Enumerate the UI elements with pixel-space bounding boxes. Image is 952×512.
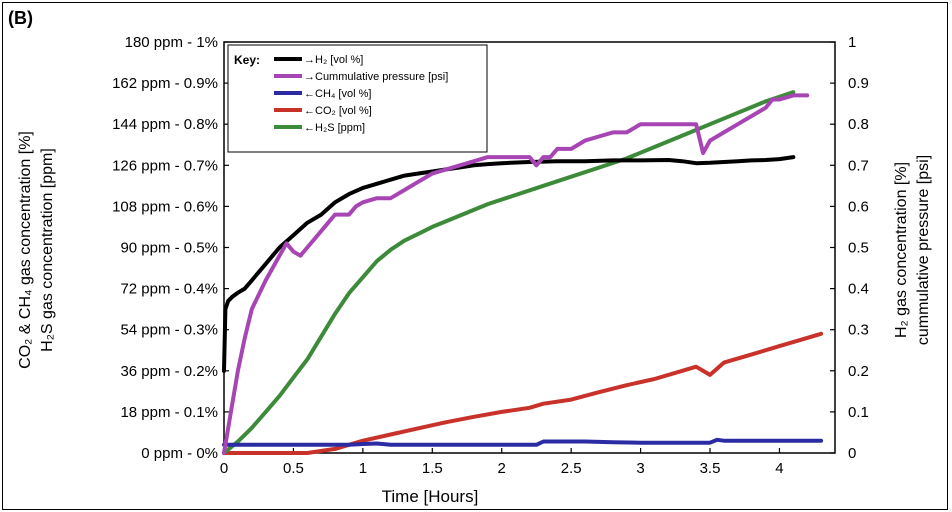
x-tick-label: 0	[220, 460, 228, 477]
left-y-tick-label: 18 ppm - 0.1%	[120, 404, 218, 421]
panel-label: (B)	[8, 8, 33, 28]
right-y-tick-label: 0.4	[848, 281, 869, 298]
legend-label: →Cummulative pressure [psi]	[304, 71, 448, 83]
right-y-axis-label-line2: cummulative pressure [psi]	[915, 155, 932, 345]
right-y-tick-label: 0.8	[848, 116, 869, 133]
legend-box	[227, 44, 488, 153]
series-layer	[222, 90, 824, 455]
left-y-tick-label: 162 ppm - 0.9%	[112, 75, 218, 92]
right-y-tick-label: 0.3	[848, 322, 869, 339]
right-y-tick-label: 1	[848, 34, 856, 51]
x-tick-label: 2.5	[561, 460, 582, 477]
right-y-tick-label: 0.9	[848, 75, 869, 92]
x-tick-label: 0.5	[283, 460, 304, 477]
series-line	[222, 90, 796, 455]
left-y-tick-label: 144 ppm - 0.8%	[112, 116, 218, 133]
left-y-tick-label: 0 ppm - 0%	[141, 445, 218, 462]
series-line	[222, 93, 810, 455]
legend: Key: →H₂ [vol %] →Cummulative pressure [p…	[227, 44, 488, 153]
left-y-tick-label: 36 ppm - 0.2%	[120, 363, 218, 380]
left-y-tick-label: 126 ppm - 0.7%	[112, 157, 218, 174]
legend-entries: →H₂ [vol %] →Cummulative pressure [psi] ←C…	[274, 54, 448, 134]
legend-label: ←H₂S [ppm]	[304, 122, 365, 134]
x-tick-label: 2	[498, 460, 506, 477]
right-y-tick-label: 0.5	[848, 240, 869, 257]
left-y-axis: 0 ppm - 0% 18 ppm - 0.1% 36 ppm - 0.2% 54 p…	[112, 34, 229, 462]
x-axis-label: Time [Hours]	[382, 487, 479, 506]
series-line	[222, 331, 824, 455]
legend-label: ←CO₂ [vol %]	[304, 105, 372, 117]
right-y-tick-label: 0.7	[848, 157, 869, 174]
left-y-tick-label: 72 ppm - 0.4%	[120, 281, 218, 298]
x-axis: 0 0.5 1 1.5 2 2.5 3 3.5 4	[220, 448, 784, 477]
x-tick-label: 1	[359, 460, 367, 477]
right-y-tick-label: 0	[848, 445, 856, 462]
right-y-tick-label: 0.1	[848, 404, 869, 421]
x-tick-label: 4	[775, 460, 783, 477]
legend-label: ←CH₄ [vol %]	[304, 88, 371, 100]
legend-title: Key:	[234, 53, 260, 67]
right-y-tick-label: 0.6	[848, 198, 869, 215]
x-tick-label: 3	[636, 460, 644, 477]
left-y-tick-label: 108 ppm - 0.6%	[112, 198, 218, 215]
left-y-tick-label: 90 ppm - 0.5%	[120, 240, 218, 257]
left-y-tick-label: 180 ppm - 1%	[125, 34, 218, 51]
series-line	[222, 155, 796, 373]
x-tick-label: 3.5	[700, 460, 721, 477]
legend-label: →H₂ [vol %]	[304, 54, 363, 66]
left-y-tick-label: 54 ppm - 0.3%	[120, 322, 218, 339]
left-y-axis-label-line1: CO₂ & CH₄ gas concentration [%]	[17, 131, 34, 369]
series-line	[222, 437, 824, 447]
x-tick-label: 1.5	[422, 460, 443, 477]
right-y-axis-label-line1: H₂ gas concentration [%]	[893, 162, 910, 338]
right-y-tick-label: 0.2	[848, 363, 869, 380]
right-y-axis: 0 0.1 0.2 0.3 0.4 0.5 0.6 0.7 0.8 0.9 1	[830, 34, 869, 462]
left-y-axis-label-line2: H₂S gas concentration [ppm]	[39, 148, 56, 352]
